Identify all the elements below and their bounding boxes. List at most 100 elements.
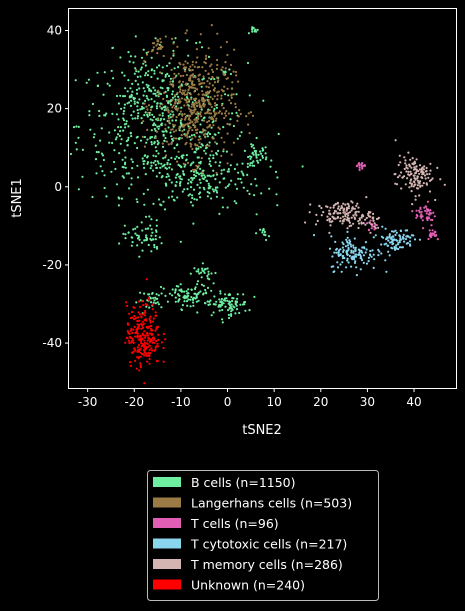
data-point xyxy=(390,230,394,233)
data-point xyxy=(193,106,196,109)
data-point xyxy=(178,298,181,301)
data-point xyxy=(201,90,204,93)
data-point xyxy=(420,213,423,216)
data-point xyxy=(346,227,349,230)
data-point xyxy=(259,228,262,231)
data-point xyxy=(77,136,80,139)
data-point xyxy=(228,99,231,102)
data-point xyxy=(259,150,262,153)
data-point xyxy=(94,144,97,147)
y-tick-label: 0 xyxy=(54,180,62,194)
legend-frame xyxy=(147,470,379,601)
data-point xyxy=(129,361,132,364)
data-point xyxy=(420,170,423,174)
data-point xyxy=(393,247,396,250)
data-point xyxy=(123,119,126,122)
data-point xyxy=(365,196,368,199)
data-point xyxy=(172,113,175,116)
data-point xyxy=(144,309,147,313)
data-point xyxy=(184,133,187,136)
data-point xyxy=(358,166,361,169)
data-point xyxy=(74,79,77,82)
data-point xyxy=(398,241,401,244)
data-point xyxy=(149,224,152,227)
data-point xyxy=(152,49,155,52)
data-point xyxy=(165,109,168,112)
data-point xyxy=(434,230,437,233)
data-point xyxy=(131,82,134,85)
data-point xyxy=(225,110,228,113)
data-point xyxy=(428,211,431,214)
data-point xyxy=(137,70,140,73)
data-point xyxy=(177,113,180,116)
data-point xyxy=(409,170,412,173)
data-point xyxy=(124,233,127,236)
data-point xyxy=(262,99,265,102)
data-point xyxy=(158,113,161,116)
data-point xyxy=(352,246,355,249)
data-point xyxy=(156,325,160,328)
data-point xyxy=(153,141,156,144)
data-point xyxy=(217,305,220,308)
data-point xyxy=(122,166,125,169)
data-point xyxy=(165,167,168,170)
data-point xyxy=(146,108,149,111)
data-point xyxy=(192,304,195,307)
data-point xyxy=(208,77,211,80)
data-point xyxy=(331,255,334,258)
data-point xyxy=(230,307,233,310)
data-point xyxy=(355,274,358,277)
data-point xyxy=(124,156,127,159)
data-point xyxy=(133,142,136,145)
data-point xyxy=(224,67,227,70)
data-point xyxy=(204,288,207,292)
data-point xyxy=(192,73,195,76)
data-point xyxy=(128,312,131,315)
data-point xyxy=(415,165,418,168)
x-tick-label: -20 xyxy=(124,395,144,409)
data-point xyxy=(170,181,173,184)
data-point xyxy=(371,217,375,220)
data-point xyxy=(421,219,424,222)
data-point xyxy=(172,139,175,142)
data-point xyxy=(123,103,126,106)
data-point xyxy=(156,359,159,362)
data-point xyxy=(155,166,158,170)
data-point xyxy=(220,104,224,107)
data-point xyxy=(385,238,388,241)
data-point xyxy=(209,299,212,302)
data-point xyxy=(110,69,113,72)
data-point xyxy=(156,52,159,55)
data-point xyxy=(143,114,146,117)
data-point xyxy=(137,338,140,341)
data-point xyxy=(77,188,80,191)
data-point xyxy=(167,109,170,113)
data-point xyxy=(146,346,149,349)
data-point xyxy=(149,137,152,140)
data-point xyxy=(134,335,137,338)
series-0 xyxy=(69,26,304,324)
data-point xyxy=(388,254,391,257)
data-point xyxy=(352,222,355,225)
data-point xyxy=(201,171,204,174)
data-point xyxy=(197,291,200,294)
data-point xyxy=(146,113,149,116)
data-point xyxy=(171,93,174,96)
data-point xyxy=(155,314,158,317)
data-point xyxy=(207,187,210,190)
data-point xyxy=(235,187,239,190)
data-point xyxy=(180,137,184,140)
data-point xyxy=(136,319,139,323)
data-point xyxy=(111,141,114,145)
data-point xyxy=(346,259,349,262)
data-point xyxy=(204,152,207,155)
data-point xyxy=(141,300,144,303)
data-point xyxy=(176,172,179,176)
data-point xyxy=(370,227,373,230)
data-point xyxy=(222,70,225,73)
data-point xyxy=(146,155,149,158)
data-point xyxy=(167,126,170,129)
data-point xyxy=(148,215,151,218)
data-point xyxy=(195,131,198,135)
data-point xyxy=(238,109,241,112)
